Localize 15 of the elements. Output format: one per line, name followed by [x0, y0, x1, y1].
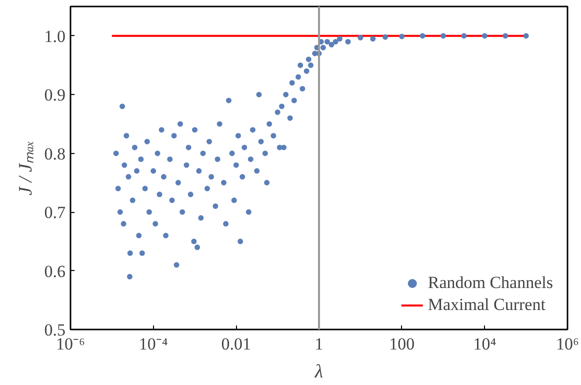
y-tick-label: 1.0 [44, 26, 66, 46]
y-axis-title: J / Jₘₐₓ [15, 140, 36, 196]
y-tick-label: 0.9 [44, 86, 66, 105]
y-tick-label: 0.6 [44, 262, 66, 281]
y-tick-label: 0.8 [44, 144, 66, 164]
x-tick-label: 1 [314, 334, 324, 354]
x-tick-label: 10⁻⁴ [138, 334, 168, 354]
y-tick-label: 0.7 [44, 203, 66, 222]
legend-label: Random Channels [428, 273, 553, 293]
x-tick-label: 10⁴ [473, 334, 496, 354]
x-tick-label: 0.01 [221, 334, 252, 354]
x-tick-label: 100 [389, 334, 415, 354]
legend-label: Maximal Current [428, 295, 546, 315]
x-tick-label: 10⁶ [556, 334, 580, 354]
x-axis-title: λ [314, 362, 324, 382]
